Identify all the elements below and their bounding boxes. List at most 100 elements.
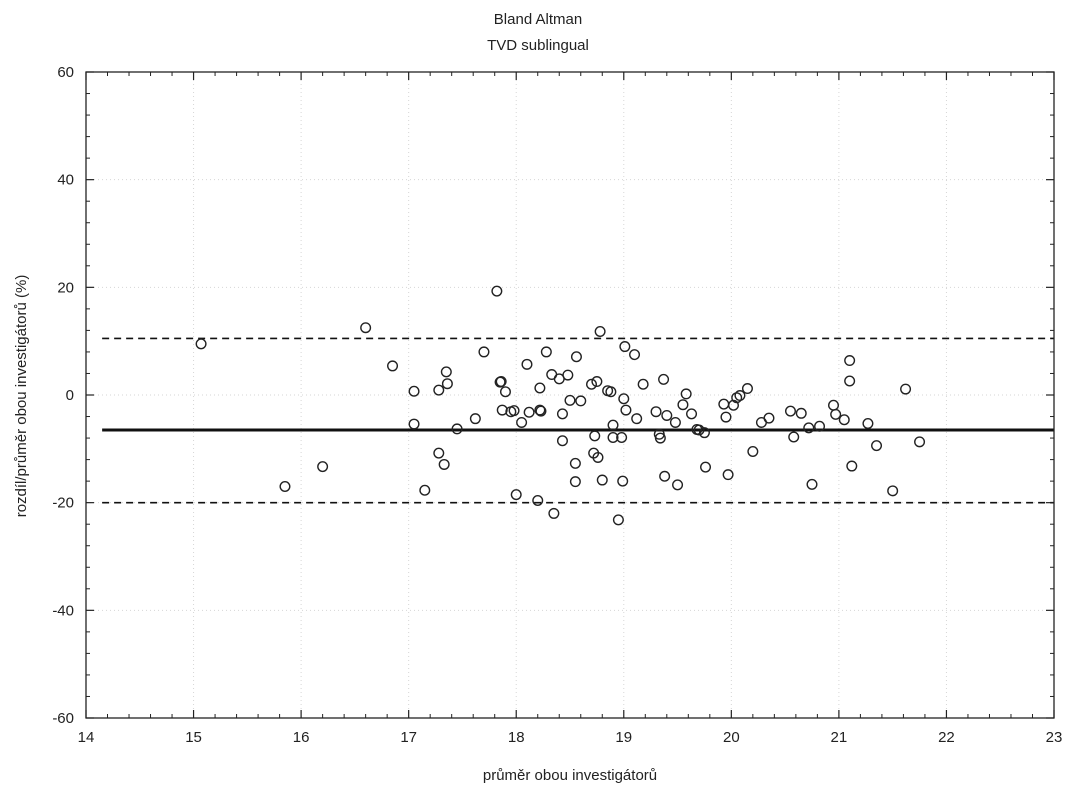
data-point	[631, 413, 643, 425]
ticks: 14 15 16 17 18 19 20 21 22 23 -60 -40 -20 0 20 40 60	[52, 64, 1062, 746]
x-tick-label: 17	[400, 729, 417, 746]
data-point	[496, 404, 508, 416]
data-point	[619, 341, 631, 353]
data-point	[727, 399, 739, 411]
chart-title: Bland Altman	[494, 11, 582, 28]
data-point	[607, 419, 619, 431]
data-point	[862, 418, 874, 430]
data-point	[788, 431, 800, 443]
data-point	[844, 375, 856, 387]
x-tick-label: 23	[1046, 729, 1063, 746]
data-point	[680, 388, 692, 400]
data-point	[556, 435, 568, 447]
data-point	[534, 404, 546, 416]
data-point	[521, 358, 533, 370]
data-point	[722, 469, 734, 481]
data-point	[408, 418, 420, 430]
y-axis-label: rozdíl/průměr obou investigátorů (%)	[13, 275, 30, 518]
data-point	[510, 489, 522, 501]
data-point	[677, 399, 689, 411]
data-point	[629, 349, 641, 361]
data-point	[440, 366, 452, 378]
data-point	[575, 395, 587, 407]
data-point	[659, 470, 671, 482]
data-point	[830, 408, 842, 420]
x-tick-label: 21	[831, 729, 848, 746]
x-tick-label: 14	[78, 729, 95, 746]
data-point	[795, 407, 807, 419]
data-point	[747, 446, 759, 458]
data-point	[516, 416, 528, 428]
data-point	[523, 406, 535, 418]
x-tick-label: 20	[723, 729, 740, 746]
chart-subtitle: TVD sublingual	[487, 37, 589, 54]
data-point	[534, 382, 546, 394]
data-point	[718, 398, 730, 410]
data-point	[592, 451, 604, 463]
data-point	[441, 378, 453, 390]
data-point	[871, 440, 883, 452]
data-point	[618, 393, 630, 405]
data-point	[731, 392, 743, 404]
data-point	[360, 322, 372, 334]
data-point	[596, 474, 608, 486]
data-point	[814, 420, 826, 432]
data-point	[672, 479, 684, 491]
data-point	[589, 430, 601, 442]
data-point	[408, 385, 420, 397]
y-tick-label: 20	[57, 279, 74, 296]
y-tick-label: 60	[57, 64, 74, 81]
data-point	[591, 376, 603, 388]
data-point	[669, 416, 681, 428]
data-point	[433, 384, 445, 396]
y-tick-label: 40	[57, 172, 74, 189]
data-point	[508, 405, 520, 417]
reference-lines	[102, 337, 1054, 504]
data-point	[838, 414, 850, 426]
data-point	[532, 495, 544, 507]
data-point	[658, 373, 670, 385]
data-point	[784, 405, 796, 417]
data-point	[419, 484, 431, 496]
x-tick-label: 18	[508, 729, 525, 746]
data-point	[556, 408, 568, 420]
data-point	[451, 423, 463, 435]
data-point	[887, 485, 899, 497]
data-point	[478, 346, 490, 358]
data-point	[548, 507, 560, 519]
data-point	[569, 476, 581, 488]
data-point	[720, 411, 732, 423]
data-point	[586, 378, 598, 390]
data-point	[846, 460, 858, 472]
data-point	[562, 369, 574, 381]
data-point	[607, 432, 619, 444]
data-point	[763, 412, 775, 424]
data-point	[570, 351, 582, 363]
data-point	[499, 386, 511, 398]
x-tick-label: 22	[938, 729, 955, 746]
data-point	[700, 461, 712, 473]
data-point	[914, 436, 926, 448]
data-point	[535, 405, 547, 417]
y-tick-label: 0	[66, 387, 74, 404]
x-tick-label: 16	[293, 729, 310, 746]
data-point	[698, 427, 710, 439]
data-point	[741, 383, 753, 395]
data-point	[803, 422, 815, 434]
data-point	[806, 478, 818, 490]
data-point	[612, 514, 624, 526]
data-point	[317, 461, 329, 473]
data-point	[828, 399, 840, 411]
data-point	[438, 458, 450, 470]
data-point	[620, 404, 632, 416]
data-point	[654, 432, 666, 444]
y-tick-label: -40	[52, 602, 74, 619]
data-point	[900, 383, 912, 395]
data-point	[433, 447, 445, 459]
data-point	[650, 406, 662, 418]
data-point	[540, 346, 552, 358]
data-point	[617, 475, 629, 487]
y-tick-label: -20	[52, 495, 74, 512]
data-point	[569, 457, 581, 469]
